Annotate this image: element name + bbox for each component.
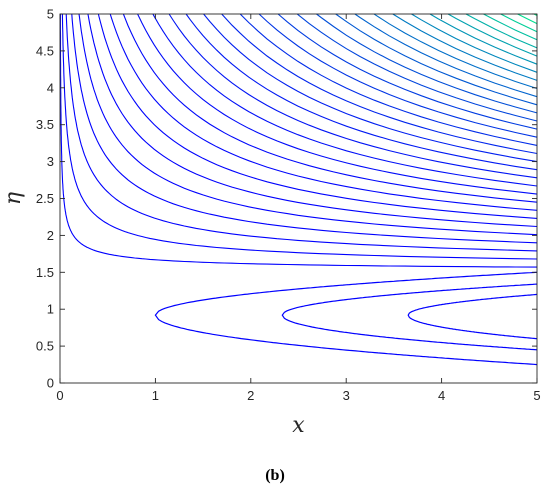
contour-line	[258, 13, 538, 138]
contour-line	[373, 13, 538, 90]
y-axis-label: η	[1, 192, 26, 205]
figure-caption: (b)	[0, 467, 550, 485]
x-tick-label: 0	[56, 388, 63, 403]
closed-contour	[407, 293, 538, 340]
contour-lines	[59, 13, 538, 366]
x-axis-label: x	[292, 413, 305, 438]
plot-background	[60, 14, 537, 383]
x-tick-label: 2	[247, 388, 254, 403]
contour-line	[483, 13, 538, 41]
plot-area	[60, 14, 537, 383]
contour-line	[277, 13, 538, 130]
contour-line	[61, 13, 538, 260]
contour-line	[335, 13, 538, 106]
caption-label: (b)	[265, 467, 285, 484]
contour-line	[59, 14, 538, 268]
contour-line	[87, 13, 538, 228]
contour-line	[152, 13, 538, 187]
x-tick-label: 3	[343, 388, 350, 403]
y-tick-label: 4	[47, 80, 54, 95]
contour-line	[392, 13, 538, 81]
y-tick-label: 0	[47, 376, 54, 391]
x-tick-label: 1	[152, 388, 159, 403]
y-tick-label: 3.5	[36, 117, 54, 132]
contour-line	[500, 13, 538, 33]
contour-line	[239, 13, 538, 146]
contour-line	[517, 13, 538, 25]
closed-contour	[154, 271, 538, 366]
contour-line	[296, 13, 538, 122]
closed-contour	[281, 283, 538, 351]
contour-line	[78, 13, 538, 236]
contour-line	[109, 13, 538, 211]
contour-line	[429, 13, 538, 65]
y-tick-label: 1.5	[36, 265, 54, 280]
y-tick-label: 2	[47, 228, 54, 243]
y-tick-label: 0.5	[36, 339, 54, 354]
x-tick-label: 4	[438, 388, 445, 403]
y-tick-label: 5	[47, 7, 54, 22]
contour-chart: 0 1 2 3 4 5 0 0.5 1 1.5 2 2.5 3 3.5 4 4.5 5 x η	[1, 7, 541, 439]
axes: 0 1 2 3 4 5 0 0.5 1 1.5 2 2.5 3 3.5 4 4.5 5	[36, 7, 541, 404]
contour-line	[203, 13, 538, 163]
contour-line	[137, 13, 538, 195]
contour-line	[168, 13, 538, 179]
y-tick-label: 1	[47, 302, 54, 317]
contour-line	[65, 13, 538, 252]
contour-line	[465, 13, 538, 49]
contour-line	[447, 13, 538, 57]
contour-line	[316, 13, 538, 114]
y-tick-label: 2.5	[36, 191, 54, 206]
contour-line	[221, 13, 538, 155]
contour-line	[411, 13, 538, 73]
y-tick-label: 4.5	[36, 43, 54, 58]
contour-line	[185, 13, 538, 171]
contour-line	[97, 13, 538, 219]
contour-line	[71, 13, 538, 244]
contour-line	[122, 13, 538, 203]
y-tick-label: 3	[47, 154, 54, 169]
contour-line	[354, 13, 538, 98]
x-tick-label: 5	[533, 388, 540, 403]
